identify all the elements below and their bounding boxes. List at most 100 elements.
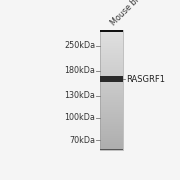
Bar [100,143,123,145]
Bar [100,130,123,131]
Bar [100,38,123,40]
Bar [100,106,123,107]
Text: 70kDa: 70kDa [69,136,95,145]
Text: 250kDa: 250kDa [64,41,95,50]
Bar [100,60,123,61]
Bar [100,132,123,134]
Bar [100,148,123,149]
Bar [100,147,123,148]
Bar [100,135,123,136]
Bar [100,102,123,104]
Bar [100,87,123,88]
Bar [100,35,123,36]
Bar [100,48,123,49]
Bar [100,88,123,89]
Bar [100,131,123,132]
Bar [100,58,123,59]
Bar [100,62,123,64]
Bar [100,125,123,126]
Bar [100,40,123,41]
Bar [100,129,123,130]
Bar [100,117,123,118]
Bar [100,90,123,91]
Bar [100,69,123,70]
Bar [100,94,123,95]
Bar [100,134,123,135]
Bar [100,108,123,109]
Bar [100,67,123,69]
Bar [100,65,123,66]
Bar [100,52,123,53]
Bar [100,137,123,138]
Text: Mouse brain: Mouse brain [109,0,150,27]
Bar [100,83,123,84]
Bar [100,72,123,73]
Text: RASGRF1: RASGRF1 [126,75,165,84]
Bar [100,97,123,99]
Bar [100,79,123,81]
Bar [100,124,123,125]
Bar [100,93,123,94]
Bar [100,89,123,90]
Bar [100,114,123,116]
Bar [100,146,123,147]
Bar [100,36,123,37]
Bar [100,105,123,106]
Bar [100,91,123,93]
Bar [100,141,123,142]
Bar [100,44,123,46]
Bar [100,77,123,78]
Bar [100,142,123,143]
Bar [100,101,123,102]
Bar [100,119,123,120]
Bar [100,75,123,76]
Bar [100,95,123,96]
Bar [100,59,123,60]
Bar [100,61,123,62]
Bar [100,41,123,42]
Bar [100,138,123,140]
Bar [100,55,123,57]
Bar [100,123,123,124]
Bar [100,42,123,43]
Bar [100,120,123,122]
Bar [100,145,123,146]
Bar [100,149,123,150]
Bar [100,122,123,123]
Bar [100,111,123,112]
Bar [100,109,123,111]
Bar [100,113,123,114]
Bar [100,50,123,52]
Bar [100,85,123,87]
Bar [100,54,123,55]
Bar [100,53,123,54]
Text: 130kDa: 130kDa [64,91,95,100]
Bar [100,47,123,48]
Bar [100,64,123,65]
Bar [100,126,123,128]
Bar [100,37,123,38]
Bar [100,32,123,33]
Bar [100,66,123,67]
Bar [100,96,123,97]
Bar [100,136,123,137]
Bar [100,71,123,72]
Bar [100,76,123,77]
Bar [100,99,123,100]
Bar [100,33,123,35]
Bar [100,49,123,50]
Bar [100,149,123,150]
Bar [100,100,123,101]
Bar [100,31,123,32]
Bar [100,116,123,117]
Bar [100,82,123,83]
Bar [100,73,123,75]
Bar [100,112,123,113]
Bar [100,43,123,44]
Bar [100,107,123,108]
Bar [100,140,123,141]
Bar [100,118,123,119]
Text: 180kDa: 180kDa [64,66,95,75]
Bar [100,30,123,150]
Bar [100,103,123,105]
